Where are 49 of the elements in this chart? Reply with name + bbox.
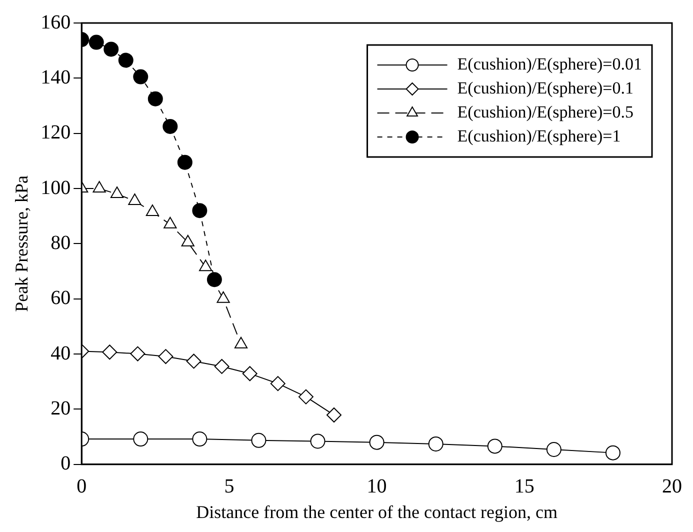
point: [92, 181, 106, 193]
y-tick-label: 80: [50, 232, 71, 254]
x-tick-label: 0: [76, 476, 87, 498]
point: [158, 349, 174, 364]
point: [298, 389, 314, 404]
legend-label: E(cushion)/E(sphere)=0.01: [457, 54, 642, 74]
point: [186, 354, 202, 369]
point: [214, 358, 230, 374]
x-tick-label: 10: [366, 476, 387, 498]
point: [102, 344, 118, 360]
point: [270, 376, 286, 392]
point: [133, 432, 148, 447]
point: [369, 434, 384, 450]
y-tick-label: 0: [60, 452, 71, 475]
legend-label: E(cushion)/E(sphere)=0.1: [457, 78, 634, 98]
point: [130, 346, 146, 362]
x-tick-label: 15: [514, 476, 534, 498]
point: [326, 408, 342, 423]
point: [242, 366, 258, 382]
x-axis-title: Distance from the center of the contact region, cm: [196, 502, 558, 522]
point: [104, 42, 119, 57]
x-tick-label: 5: [224, 476, 234, 498]
point: [118, 52, 134, 68]
x-tick-label: 20: [662, 476, 682, 498]
point: [192, 203, 208, 218]
point: [148, 91, 163, 106]
y-tick-label: 100: [40, 176, 71, 199]
point: [162, 118, 178, 134]
y-tick-label: 40: [50, 342, 71, 364]
point: [177, 154, 192, 170]
point: [428, 436, 444, 452]
point: [88, 34, 104, 50]
point: [110, 186, 124, 198]
y-tick-label: 160: [40, 11, 71, 34]
y-tick-label: 60: [50, 287, 71, 310]
y-tick-label: 120: [40, 122, 71, 144]
point: [546, 442, 562, 458]
y-tick-label: 140: [40, 66, 71, 88]
point: [310, 434, 326, 449]
legend-label: E(cushion)/E(sphere)=0.5: [457, 102, 634, 122]
point: [487, 438, 502, 454]
point: [605, 445, 620, 460]
point: [192, 432, 208, 447]
point: [251, 432, 266, 448]
legend-label: E(cushion)/E(sphere)=1: [457, 126, 621, 146]
point: [206, 272, 222, 288]
y-axis-title: Peak Pressure, kPa: [12, 175, 32, 312]
point: [133, 69, 148, 84]
y-tick-label: 20: [50, 397, 71, 420]
